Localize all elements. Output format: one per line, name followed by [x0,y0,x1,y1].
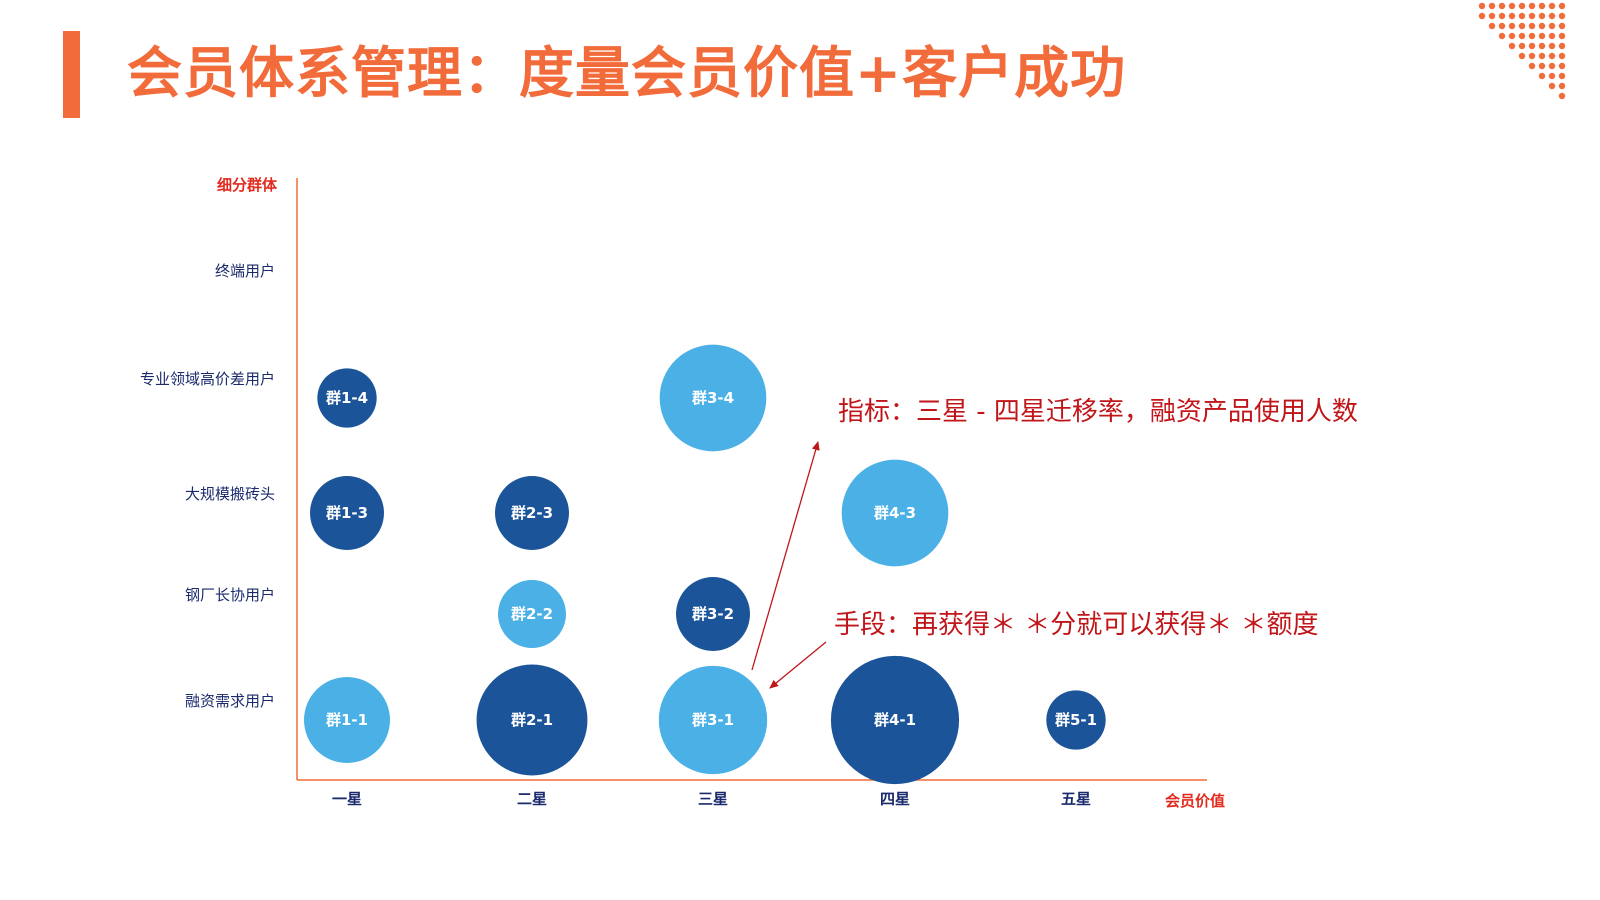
decorative-dot [1508,2,1516,10]
bubble [317,368,377,428]
bubble [310,476,384,550]
decorative-dot [1528,2,1536,10]
means-arrow [769,641,827,689]
x-tick-label: 四星 [880,790,910,808]
y-tick-label: 融资需求用户 [185,692,275,710]
decorative-dot [1498,32,1506,40]
decorative-dot [1548,22,1556,30]
bubble-label: 群2-2 [511,605,553,623]
decorative-dot [1498,22,1506,30]
bubble [498,580,566,648]
y-tick-label: 专业领域高价差用户 [140,370,275,388]
bubble [841,459,949,567]
decorative-dot [1558,42,1566,50]
decorative-dot [1508,22,1516,30]
y-tick-label: 大规模搬砖头 [185,485,275,503]
decorative-dot [1538,2,1546,10]
decorative-dot [1548,42,1556,50]
x-axis-title: 会员价值 [1165,792,1225,810]
decorative-dot [1548,2,1556,10]
bubble [304,677,390,763]
decorative-dot [1548,12,1556,20]
x-tick-label: 五星 [1061,790,1091,808]
decorative-dot [1538,72,1546,80]
x-tick-label: 三星 [698,790,728,808]
decorative-dot [1548,32,1556,40]
decorative-dot [1558,52,1566,60]
decorative-dot [1548,72,1556,80]
decorative-dot [1548,82,1556,90]
page-title: 会员体系管理：度量会员价值+客户成功 [127,41,1127,105]
metric-arrow [751,441,820,671]
decorative-dot [1558,12,1566,20]
bubble [830,655,960,785]
decorative-dot [1488,2,1496,10]
decorative-dot [1478,12,1486,20]
bubble-label: 群4-1 [874,711,916,729]
decorative-dot [1508,32,1516,40]
means-annotation: 手段：再获得＊ ＊分就可以获得＊ ＊额度 [834,610,1319,640]
decorative-dot [1538,42,1546,50]
decorative-dot [1488,22,1496,30]
decorative-dot [1558,2,1566,10]
decorative-dot [1558,72,1566,80]
decorative-dot [1518,22,1526,30]
decorative-dot [1528,42,1536,50]
decorative-dot [1558,92,1566,100]
decorative-dot-pattern [1478,2,1566,100]
bubble-label: 群3-1 [692,711,734,729]
bubble-label: 群1-3 [326,504,368,522]
decorative-dot [1508,42,1516,50]
decorative-dot [1538,12,1546,20]
decorative-dot [1478,2,1486,10]
decorative-dot [1498,2,1506,10]
x-tick-label: 二星 [517,790,547,808]
y-tick-label: 终端用户 [215,262,275,280]
metric-annotation: 指标：三星 - 四星迁移率，融资产品使用人数 [838,397,1358,427]
decorative-dot [1528,12,1536,20]
decorative-dot [1528,22,1536,30]
y-axis-title: 细分群体 [217,176,278,194]
bubble-label: 群2-1 [511,711,553,729]
decorative-dot [1538,62,1546,70]
decorative-dot [1518,32,1526,40]
decorative-dot [1518,42,1526,50]
bubble [1046,690,1106,750]
bubble-label: 群3-4 [692,389,734,407]
bubble-label: 群2-3 [511,504,553,522]
decorative-dot [1558,82,1566,90]
decorative-dot [1508,12,1516,20]
decorative-dot [1558,22,1566,30]
bubble-label: 群4-3 [874,504,916,522]
decorative-dot [1498,12,1506,20]
title-accent-bar [63,31,80,118]
decorative-dot [1518,52,1526,60]
bubble-label: 群1-4 [326,389,368,407]
x-tick-label: 一星 [332,790,362,808]
decorative-dot [1548,62,1556,70]
bubble [676,577,750,651]
decorative-dot [1558,62,1566,70]
decorative-dot [1538,32,1546,40]
bubble [495,476,569,550]
decorative-dot [1518,12,1526,20]
decorative-dot [1528,62,1536,70]
decorative-dot [1548,52,1556,60]
decorative-dot [1518,2,1526,10]
bubble [658,665,768,775]
bubble-label: 群5-1 [1055,711,1097,729]
bubble-label: 群1-1 [326,711,368,729]
y-tick-label: 钢厂长协用户 [185,586,275,604]
bubble [476,664,588,776]
bubble [659,344,767,452]
decorative-dot [1538,22,1546,30]
decorative-dot [1528,52,1536,60]
bubble-label: 群3-2 [692,605,734,623]
decorative-dot [1538,52,1546,60]
decorative-dot [1558,32,1566,40]
decorative-dot [1488,12,1496,20]
decorative-dot [1528,32,1536,40]
